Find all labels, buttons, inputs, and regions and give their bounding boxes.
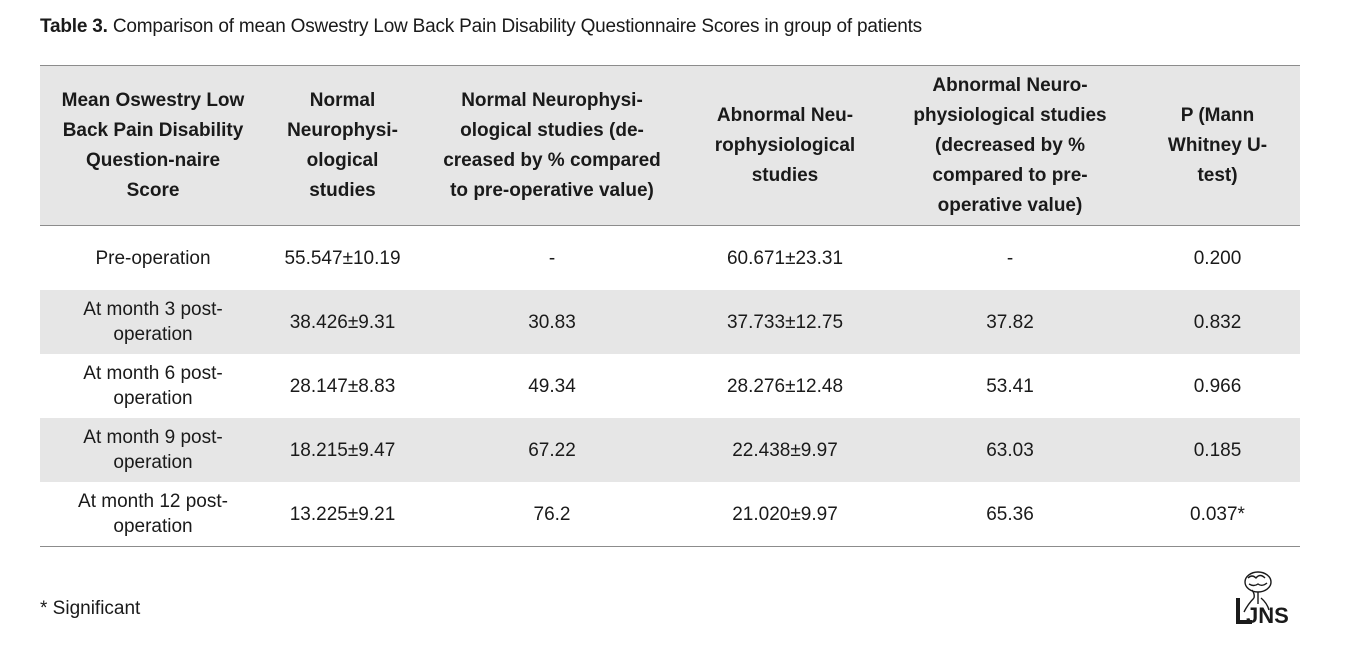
cell-normal-decrease: 30.83 — [419, 290, 685, 354]
jns-logo: JNS — [1228, 568, 1302, 628]
row-label: At month 6 post-operation — [83, 363, 223, 409]
table-row: At month 12 post-operation 13.225±9.21 7… — [40, 482, 1300, 547]
cell-normal: 55.547±10.19 — [284, 247, 401, 269]
cell-normal: 28.147±8.83 — [289, 375, 396, 397]
header-normal: Normal Neurophysi-ological studies — [266, 65, 419, 226]
row-label: At month 3 post-operation — [40, 290, 266, 354]
header-abnormal: Abnormal Neu-rophysiological studies — [685, 65, 885, 226]
header-p-value: P (Mann Whitney U-test) — [1135, 65, 1300, 226]
table-row: At month 3 post-operation 38.426±9.31 30… — [40, 290, 1300, 354]
header-score: Mean Oswestry Low Back Pain Disability Q… — [40, 65, 266, 226]
cell-abnormal: 28.276±12.48 — [726, 375, 844, 397]
cell-abnormal: 60.671±23.31 — [726, 247, 844, 269]
row-label: Pre-operation — [95, 247, 211, 269]
table-caption-label: Table 3. — [40, 16, 108, 37]
cell-abnormal-decrease: 63.03 — [885, 418, 1135, 482]
cell-abnormal-decrease: 65.36 — [885, 482, 1135, 547]
cell-normal-decrease: 76.2 — [419, 482, 685, 547]
table-header-row: Mean Oswestry Low Back Pain Disability Q… — [40, 65, 1300, 226]
row-label: At month 12 post-operation — [40, 482, 266, 547]
header-normal-decrease: Normal Neurophysi-ological studies (de-c… — [419, 65, 685, 226]
cell-p-value: 0.832 — [1135, 290, 1300, 354]
table-row: At month 9 post-operation 18.215±9.47 67… — [40, 418, 1300, 482]
cell-abnormal: 22.438±9.97 — [685, 418, 885, 482]
cell-abnormal-decrease: 37.82 — [885, 290, 1135, 354]
cell-abnormal-decrease: - — [1006, 247, 1014, 269]
cell-p-value: 0.037* — [1135, 482, 1300, 547]
cell-normal: 38.426±9.31 — [266, 290, 419, 354]
table-caption: Table 3. Comparison of mean Oswestry Low… — [40, 16, 922, 38]
cell-p-value: 0.966 — [1193, 375, 1242, 397]
cell-normal: 18.215±9.47 — [266, 418, 419, 482]
header-abnormal-decrease: Abnormal Neuro-physiological studies (de… — [885, 65, 1135, 226]
table-row: At month 6 post-operation 28.147±8.83 49… — [40, 354, 1300, 418]
cell-abnormal-decrease: 53.41 — [986, 375, 1034, 397]
cell-abnormal: 21.020±9.97 — [685, 482, 885, 547]
logo-text: JNS — [1246, 603, 1289, 626]
cell-normal: 13.225±9.21 — [266, 482, 419, 547]
row-label: At month 9 post-operation — [40, 418, 266, 482]
cell-normal-decrease: 49.34 — [528, 375, 576, 397]
comparison-table: Mean Oswestry Low Back Pain Disability Q… — [40, 65, 1300, 547]
table-row: Pre-operation 55.547±10.19 - 60.671±23.3… — [40, 226, 1300, 291]
table-caption-text: Comparison of mean Oswestry Low Back Pai… — [107, 16, 922, 37]
cell-p-value: 0.185 — [1135, 418, 1300, 482]
brain-figure-logo-icon: JNS — [1236, 571, 1289, 628]
cell-normal-decrease: 67.22 — [419, 418, 685, 482]
cell-p-value: 0.200 — [1193, 247, 1242, 269]
cell-normal-decrease: - — [548, 247, 556, 269]
footnote-significant: * Significant — [40, 598, 141, 619]
cell-abnormal: 37.733±12.75 — [685, 290, 885, 354]
